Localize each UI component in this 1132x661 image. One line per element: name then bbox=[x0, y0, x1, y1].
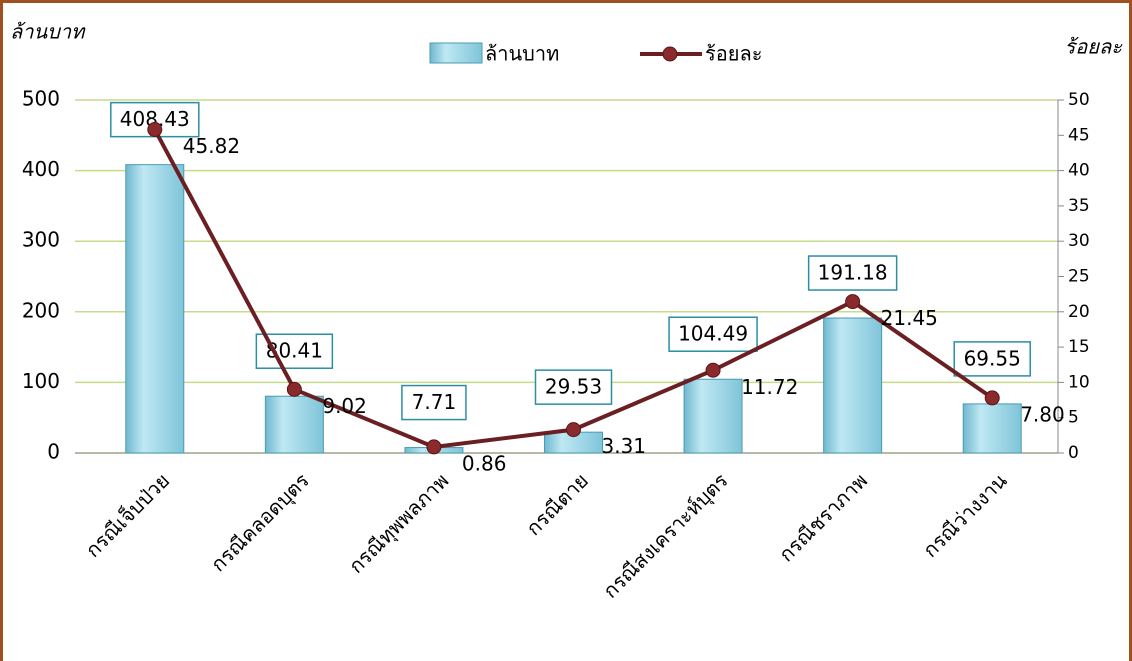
y-tick-label: 200 bbox=[22, 298, 60, 322]
line-value-label: 11.72 bbox=[741, 375, 798, 399]
y2-axis-label: ร้อยละ bbox=[1065, 35, 1124, 59]
value-label: 7.71 bbox=[412, 390, 457, 414]
x-tick-label: กรณีชราภาพ bbox=[774, 468, 872, 566]
y-axis-label: ล้านบาท bbox=[10, 20, 86, 44]
y-tick-label: 100 bbox=[22, 369, 60, 393]
legend-marker bbox=[662, 46, 678, 62]
line-marker bbox=[147, 122, 163, 138]
y-tick-label: 300 bbox=[22, 228, 60, 252]
y2-tick-label: 45 bbox=[1068, 125, 1090, 145]
value-label: 191.18 bbox=[818, 261, 888, 285]
x-tick-label: กรณีสงเคราะห์บุตร bbox=[598, 468, 733, 603]
y2-tick-label: 40 bbox=[1068, 161, 1090, 181]
bar bbox=[264, 395, 324, 454]
legend-label: ล้านบาท bbox=[485, 42, 559, 66]
bar bbox=[962, 403, 1022, 454]
x-tick-label: กรณีคลอดบุตร bbox=[206, 468, 315, 577]
line-marker bbox=[984, 390, 1000, 406]
y2-tick-label: 10 bbox=[1068, 372, 1090, 392]
line-value-label: 3.31 bbox=[602, 434, 647, 458]
value-label-box bbox=[807, 255, 898, 291]
value-label: 29.53 bbox=[545, 375, 602, 399]
line-marker bbox=[566, 422, 581, 438]
value-label-box bbox=[953, 341, 1031, 377]
line-value-label: 9.02 bbox=[322, 394, 367, 418]
line-value-label: 45.82 bbox=[183, 134, 240, 158]
value-label-box bbox=[534, 369, 613, 405]
x-tick-label: กรณีทุพพลภาพ bbox=[344, 468, 454, 578]
value-label-box bbox=[401, 384, 467, 421]
bar bbox=[125, 164, 185, 454]
x-tick-label: กรณีว่างงาน bbox=[918, 468, 1012, 562]
legend-label: ร้อยละ bbox=[705, 42, 762, 66]
value-label: 104.49 bbox=[678, 322, 748, 346]
line-marker bbox=[426, 439, 442, 455]
value-label: 69.55 bbox=[964, 346, 1021, 370]
value-label-box bbox=[668, 316, 758, 352]
line-value-label: 21.45 bbox=[881, 306, 938, 330]
line-value-label: 0.86 bbox=[462, 451, 507, 475]
legend-swatch bbox=[429, 42, 483, 64]
y2-tick-label: 30 bbox=[1068, 231, 1090, 251]
line-marker bbox=[286, 381, 302, 397]
y2-tick-label: 20 bbox=[1068, 302, 1090, 322]
y2-tick-label: 0 bbox=[1068, 443, 1079, 463]
bar bbox=[683, 378, 743, 454]
x-tick-label: กรณีเจ็บป่วย bbox=[80, 468, 174, 562]
y2-tick-label: 25 bbox=[1068, 267, 1090, 287]
y2-tick-label: 50 bbox=[1068, 90, 1090, 110]
x-tick-label: กรณีตาย bbox=[521, 468, 593, 540]
line-value-label: 7.80 bbox=[1020, 402, 1065, 426]
y-tick-label: 0 bbox=[47, 440, 60, 464]
y-tick-label: 500 bbox=[22, 87, 60, 111]
y-tick-label: 400 bbox=[22, 157, 60, 181]
line-marker bbox=[705, 362, 721, 378]
y2-tick-label: 5 bbox=[1068, 408, 1079, 428]
line-marker bbox=[845, 294, 861, 310]
y2-tick-label: 15 bbox=[1068, 337, 1090, 357]
y2-tick-label: 35 bbox=[1068, 196, 1090, 216]
bar bbox=[823, 317, 883, 454]
